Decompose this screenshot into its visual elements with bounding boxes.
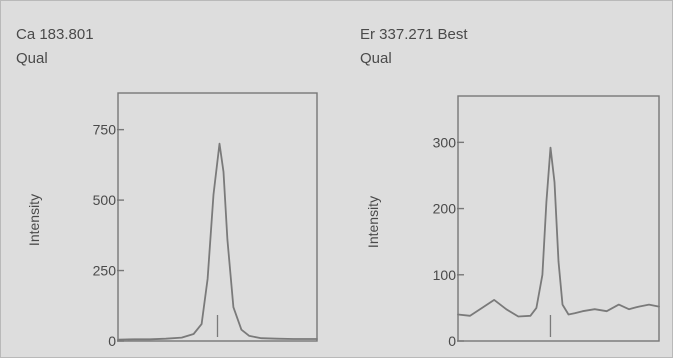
y-axis-label: Intensity [26, 194, 42, 246]
chart-panel-er: Er 337.271 Best Qual Intensity 0 100 200 30… [360, 26, 660, 349]
y-tick-label: 200 [433, 201, 457, 217]
y-tick-label: 0 [448, 333, 456, 349]
y-tick-label: 500 [93, 192, 117, 208]
chart-subtitle: Qual [16, 50, 48, 67]
plot-area [117, 92, 318, 342]
y-tick-label: 0 [108, 333, 116, 349]
plot-area [457, 95, 660, 342]
y-tick-label: 250 [93, 263, 117, 279]
plot-frame [117, 92, 318, 342]
plot-frame [457, 95, 660, 342]
y-axis-label: Intensity [365, 196, 381, 248]
y-ticks: 0 250 500 750 [93, 122, 124, 349]
y-ticks: 0 100 200 300 [433, 134, 464, 349]
chart-panel-ca: Ca 183.801 Qual Intensity 0 250 500 750 [16, 26, 318, 349]
chart-title: Ca 183.801 [16, 26, 94, 43]
y-tick-label: 100 [433, 267, 457, 283]
intensity-trace [457, 146, 660, 318]
intensity-trace [117, 142, 318, 341]
chart-subtitle: Qual [360, 50, 392, 67]
chart-title: Er 337.271 Best [360, 26, 468, 43]
y-tick-label: 300 [433, 134, 457, 150]
y-tick-label: 750 [93, 122, 117, 138]
